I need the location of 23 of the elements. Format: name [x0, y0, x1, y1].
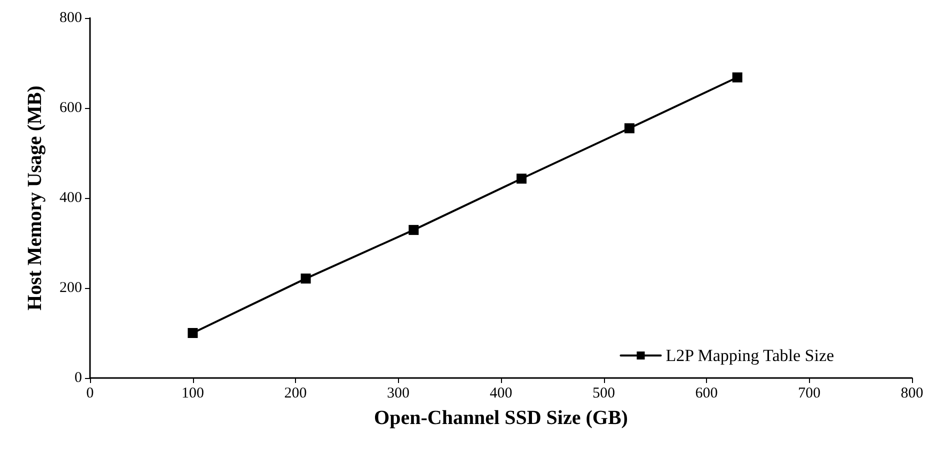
x-tick-label: 800 — [900, 386, 924, 402]
x-tick-label: 600 — [695, 386, 718, 402]
x-tick-label: 500 — [592, 386, 615, 402]
point — [188, 328, 198, 338]
point — [300, 274, 311, 284]
y-tick-label: 600 — [60, 100, 82, 116]
y-axis-title: Host Memory Usage (MB) — [24, 86, 46, 310]
y-tick-label: 0 — [74, 370, 82, 386]
x-tick-label: 0 — [86, 386, 94, 402]
point — [732, 72, 742, 82]
x-tick-label: 700 — [798, 386, 820, 402]
x-tick-label: 300 — [387, 386, 410, 402]
x-tick-label: 400 — [490, 386, 512, 402]
y-tick-label: 200 — [60, 280, 82, 296]
y-tick-label: 400 — [60, 190, 82, 206]
y-tick-label: 800 — [60, 10, 82, 26]
x-tick-label: 200 — [284, 386, 307, 402]
x-axis-title: Open-Channel SSD Size (GB) — [374, 407, 628, 429]
point — [516, 174, 527, 184]
point — [408, 224, 419, 235]
point — [624, 123, 634, 134]
legend-label: L2P Mapping Table Size — [666, 346, 834, 365]
x-tick-label: 100 — [182, 386, 204, 402]
